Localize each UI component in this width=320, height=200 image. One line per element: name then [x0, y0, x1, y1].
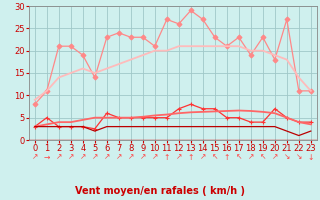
Text: ↘: ↘	[296, 153, 302, 162]
Text: ↖: ↖	[212, 153, 218, 162]
Text: ↗: ↗	[116, 153, 122, 162]
Text: ↗: ↗	[56, 153, 62, 162]
Text: ↗: ↗	[248, 153, 254, 162]
Text: →: →	[44, 153, 50, 162]
Text: ↓: ↓	[308, 153, 314, 162]
Text: ↖: ↖	[260, 153, 266, 162]
Text: ↗: ↗	[32, 153, 38, 162]
Text: ↗: ↗	[68, 153, 74, 162]
Text: ↑: ↑	[224, 153, 230, 162]
Text: ↘: ↘	[284, 153, 290, 162]
Text: ↑: ↑	[188, 153, 194, 162]
Text: ↖: ↖	[236, 153, 242, 162]
Text: ↗: ↗	[92, 153, 98, 162]
Text: Vent moyen/en rafales ( km/h ): Vent moyen/en rafales ( km/h )	[75, 186, 245, 196]
Text: ↑: ↑	[164, 153, 170, 162]
Text: ↗: ↗	[80, 153, 86, 162]
Text: ↗: ↗	[176, 153, 182, 162]
Text: ↗: ↗	[104, 153, 110, 162]
Text: ↗: ↗	[152, 153, 158, 162]
Text: ↗: ↗	[272, 153, 278, 162]
Text: ↗: ↗	[140, 153, 146, 162]
Text: ↗: ↗	[128, 153, 134, 162]
Text: ↗: ↗	[200, 153, 206, 162]
